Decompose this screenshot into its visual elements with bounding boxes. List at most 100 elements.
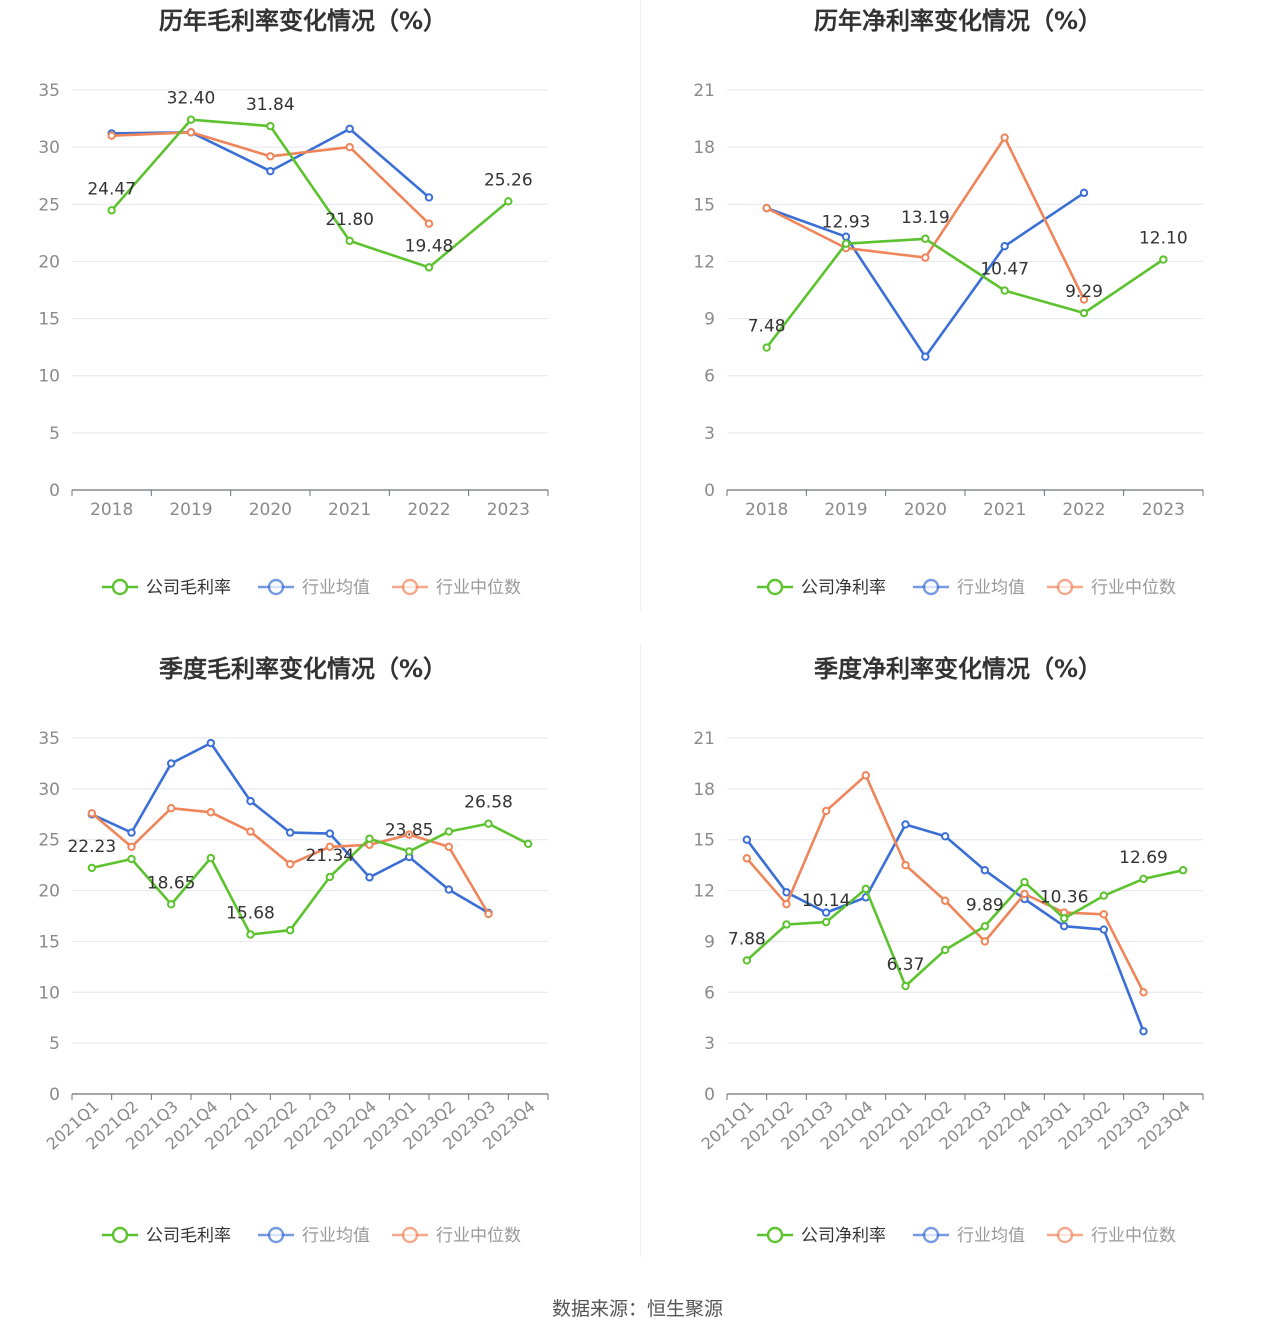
data-point-avg <box>1139 1027 1148 1036</box>
series-company <box>87 819 533 939</box>
series-avg <box>742 820 1148 1036</box>
series-median <box>742 771 1148 997</box>
legend-item-company: 公司净利率 <box>757 1226 886 1246</box>
data-point-avg <box>206 738 216 748</box>
data-point-median <box>980 937 990 946</box>
chart-annual-gross-margin: 历年毛利率变化情况（%） 0 5 10 15 20 25 30 35 2018 2019 2020 20… <box>38 7 549 598</box>
data-point-company <box>246 930 255 939</box>
y-tick-label: 3 <box>704 1034 715 1054</box>
data-point-median <box>861 771 871 780</box>
data-point-company <box>980 922 990 931</box>
legend-marker <box>267 1226 285 1244</box>
legend-item-avg: 行业均值 <box>913 1226 1025 1246</box>
x-tick-label: 2020 <box>904 500 947 520</box>
legend-item-company: 公司净利率 <box>757 578 886 598</box>
y-tick-label: 6 <box>704 983 715 1003</box>
y-tick-label: 0 <box>49 1085 60 1105</box>
legend-item-median: 行业中位数 <box>1047 578 1176 598</box>
x-tick-label: 2019 <box>824 500 867 520</box>
x-tick-label: 2023 <box>487 500 530 520</box>
y-tick-label: 10 <box>38 983 60 1003</box>
data-point-median <box>186 128 196 137</box>
data-point-median <box>782 899 791 909</box>
x-tick-label: 2018 <box>745 500 788 520</box>
legend-label: 公司净利率 <box>801 578 886 598</box>
data-label: 6.37 <box>887 955 925 975</box>
x-tick-label: 2021 <box>328 500 371 520</box>
data-point-avg <box>1000 241 1009 251</box>
y-tick-label: 5 <box>49 424 60 444</box>
data-label: 15.68 <box>226 904 275 924</box>
legend-marker <box>1056 578 1074 596</box>
data-point-avg <box>246 796 255 806</box>
legend-label: 行业中位数 <box>436 1226 521 1246</box>
y-tick-label: 30 <box>38 780 60 800</box>
data-point-avg <box>901 820 910 829</box>
legend-marker <box>922 578 940 596</box>
data-point-median <box>325 842 335 852</box>
y-tick-label: 0 <box>49 481 60 501</box>
data-label: 31.84 <box>246 95 295 115</box>
legend-label: 公司毛利率 <box>146 1226 231 1246</box>
data-point-company <box>762 343 771 352</box>
legend-item-median: 行业中位数 <box>392 1226 521 1246</box>
data-point-median <box>266 152 275 161</box>
y-tick-label: 25 <box>38 195 60 215</box>
data-point-company <box>444 827 454 836</box>
series-company <box>107 115 513 272</box>
data-point-company <box>1099 891 1109 900</box>
data-point-company <box>285 926 295 935</box>
data-point-avg <box>1079 188 1089 198</box>
data-label: 7.48 <box>748 317 786 337</box>
data-point-median <box>821 806 831 816</box>
legend-item-avg: 行业均值 <box>258 578 370 598</box>
data-point-company <box>266 121 275 131</box>
series-median <box>87 803 493 919</box>
data-point-company <box>107 206 116 215</box>
y-tick-label: 10 <box>38 367 60 387</box>
chart-quarterly-net-margin: 季度净利率变化情况（%）0369121518212021Q12021Q22021… <box>693 655 1204 1246</box>
data-point-median <box>940 896 950 905</box>
panel-divider-top <box>640 0 641 610</box>
data-point-avg <box>940 832 950 841</box>
x-tick-label: 2022 <box>1062 500 1105 520</box>
y-tick-label: 9 <box>704 932 715 952</box>
y-tick-label: 15 <box>693 195 715 215</box>
legend-item-company: 公司毛利率 <box>102 578 231 598</box>
data-point-avg <box>127 828 136 837</box>
data-point-median <box>484 909 493 919</box>
data-point-company <box>1159 255 1168 264</box>
series-line-company <box>91 822 529 936</box>
series-company <box>742 866 1188 991</box>
legend-label: 行业均值 <box>957 578 1025 598</box>
data-point-median <box>246 827 255 836</box>
legend-item-median: 行业中位数 <box>392 578 521 598</box>
data-label: 22.23 <box>67 837 116 857</box>
data-point-median <box>206 808 216 817</box>
data-point-company <box>861 884 871 894</box>
series-line-company <box>110 118 510 269</box>
data-point-median <box>1099 910 1109 919</box>
data-point-avg <box>424 193 434 202</box>
data-point-company <box>523 839 533 848</box>
data-point-avg <box>285 828 295 837</box>
y-tick-label: 21 <box>693 729 715 749</box>
data-point-median <box>901 860 910 870</box>
data-point-median <box>762 203 771 213</box>
y-tick-label: 15 <box>693 831 715 851</box>
series-company <box>762 234 1168 352</box>
y-tick-label: 6 <box>704 367 715 387</box>
chart-quarterly-gross-margin: 季度毛利率变化情况（%）051015202530352021Q12021Q220… <box>38 655 549 1246</box>
data-point-median <box>285 859 295 869</box>
data-point-avg <box>365 873 374 882</box>
y-tick-label: 12 <box>693 882 715 902</box>
y-tick-label: 12 <box>693 252 715 272</box>
legend-label: 行业中位数 <box>1091 1226 1176 1246</box>
data-point-median <box>166 803 176 813</box>
data-point-company <box>742 956 752 965</box>
data-point-median <box>921 253 930 262</box>
data-point-avg <box>821 908 831 917</box>
data-label: 13.19 <box>901 208 950 228</box>
legend-label: 行业均值 <box>302 1226 370 1246</box>
y-tick-label: 15 <box>38 310 60 330</box>
